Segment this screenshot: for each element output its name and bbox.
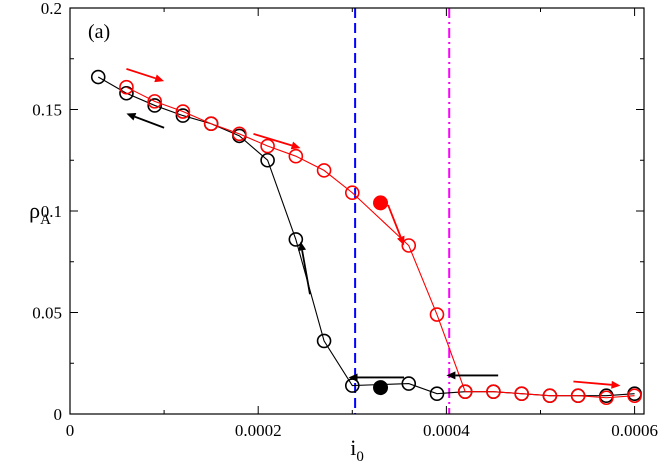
trend-arrow-shaft xyxy=(387,204,402,238)
x-tick-label: 0.0002 xyxy=(235,421,282,440)
trend-arrow-shaft xyxy=(301,250,311,295)
data-point xyxy=(147,94,162,109)
data-point xyxy=(316,163,332,178)
y-tick-label: 0 xyxy=(54,405,63,424)
trend-arrow-shaft xyxy=(134,115,165,129)
data-point xyxy=(429,386,445,402)
data-point xyxy=(119,85,134,101)
data-point xyxy=(90,69,106,85)
data-point xyxy=(344,185,360,201)
data-point xyxy=(232,126,247,142)
x-axis-label: i0 xyxy=(350,435,364,465)
reference-lines xyxy=(354,8,451,414)
panel-label: (a) xyxy=(88,21,110,43)
trend-arrow-head xyxy=(611,380,621,389)
arrows-layer xyxy=(126,68,621,389)
data-point xyxy=(288,232,304,247)
data-point xyxy=(457,384,473,399)
series-layer xyxy=(90,69,642,406)
data-point xyxy=(486,384,501,399)
data-point xyxy=(260,152,275,168)
y-tick-label: 0.05 xyxy=(32,304,62,323)
series-line xyxy=(97,76,635,397)
series-line xyxy=(126,86,635,399)
x-axis-label-main: i xyxy=(350,435,356,460)
data-point xyxy=(119,79,134,95)
filled-data-point xyxy=(373,380,389,396)
y-axis-label-sub: A xyxy=(40,212,51,228)
trend-arrow-shaft xyxy=(253,132,293,147)
trend-arrow-head xyxy=(126,112,137,121)
data-point xyxy=(514,386,529,402)
data-point xyxy=(401,376,417,391)
trend-arrow-head xyxy=(298,241,307,252)
data-point xyxy=(316,333,332,349)
data-point xyxy=(260,138,275,154)
y-tick-label: 0.1 xyxy=(41,202,62,221)
trend-arrow-shaft xyxy=(573,380,612,386)
trend-arrow-head xyxy=(446,371,456,380)
data-point xyxy=(401,238,417,253)
trend-arrow-head xyxy=(348,373,358,382)
trend-arrow-head xyxy=(154,74,165,83)
trend-arrow-head xyxy=(290,141,301,150)
data-point xyxy=(203,116,219,132)
x-axis-label-sub: 0 xyxy=(356,449,364,465)
data-point xyxy=(570,388,586,404)
y-tick-label: 0.15 xyxy=(32,101,62,120)
data-point xyxy=(627,388,642,404)
data-point xyxy=(147,98,162,113)
x-tick-label: 0.0004 xyxy=(423,421,470,440)
data-point xyxy=(599,390,614,406)
y-axis-label-main: ρ xyxy=(29,198,40,223)
plot-frame xyxy=(69,7,645,415)
filled-data-point xyxy=(373,195,389,211)
data-point xyxy=(429,307,445,322)
trend-arrow-head xyxy=(397,235,405,246)
data-point xyxy=(542,388,558,404)
trend-arrow-shaft xyxy=(126,68,156,80)
data-point xyxy=(175,108,191,123)
axis-ticks: 0 0.0002 0.0004 0.0006 0 0.05 0.1 0.15 0.2 xyxy=(32,0,658,440)
x-tick-label: 0.0006 xyxy=(611,421,658,440)
data-point xyxy=(175,104,191,119)
y-axis-label: ρA xyxy=(29,198,51,228)
y-tick-label: 0.2 xyxy=(41,0,62,18)
data-point xyxy=(288,148,304,164)
x-tick-label: 0 xyxy=(66,421,75,440)
